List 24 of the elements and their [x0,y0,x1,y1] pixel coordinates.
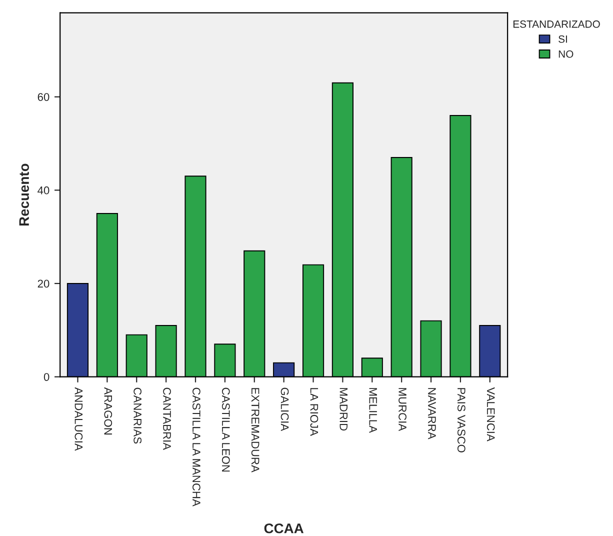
x-tick-label: CANTABRIA [163,388,171,450]
x-tick-label: CASTILLA LEON [222,388,230,472]
legend-label: NO [558,50,574,58]
x-tick-label: PAIS VASCO [457,388,466,452]
x-tick-label: NAVARRA [428,388,436,440]
y-tick-label: 60 [38,93,50,101]
legend-label: SI [558,35,567,43]
x-tick-label: ARAGON [104,387,112,434]
x-tick-label: CASTILLA LA MANCHA [192,388,200,506]
x-tick-label: ANDALUCIA [74,387,83,451]
x-tick-label: EXTREMADURA [251,388,260,472]
x-tick-label: VALENCIA [486,387,495,442]
x-tick-label: LA RIOJA [310,388,318,436]
x-tick-label: MADRID [340,388,348,431]
y-tick-label: 20 [38,280,50,288]
x-tick-label: MURCIA [398,388,406,432]
legend-title: ESTANDARIZADO [513,20,600,28]
y-tick-label: 0 [44,373,50,381]
x-axis-title: CCAA [264,523,304,534]
y-tick-label: 40 [38,186,50,194]
y-axis-title: Recuento [19,164,29,226]
x-tick-label: CANARIAS [134,388,142,444]
x-tick-label: GALICIA [280,388,289,432]
x-tick-label: MELILLA [369,388,377,433]
